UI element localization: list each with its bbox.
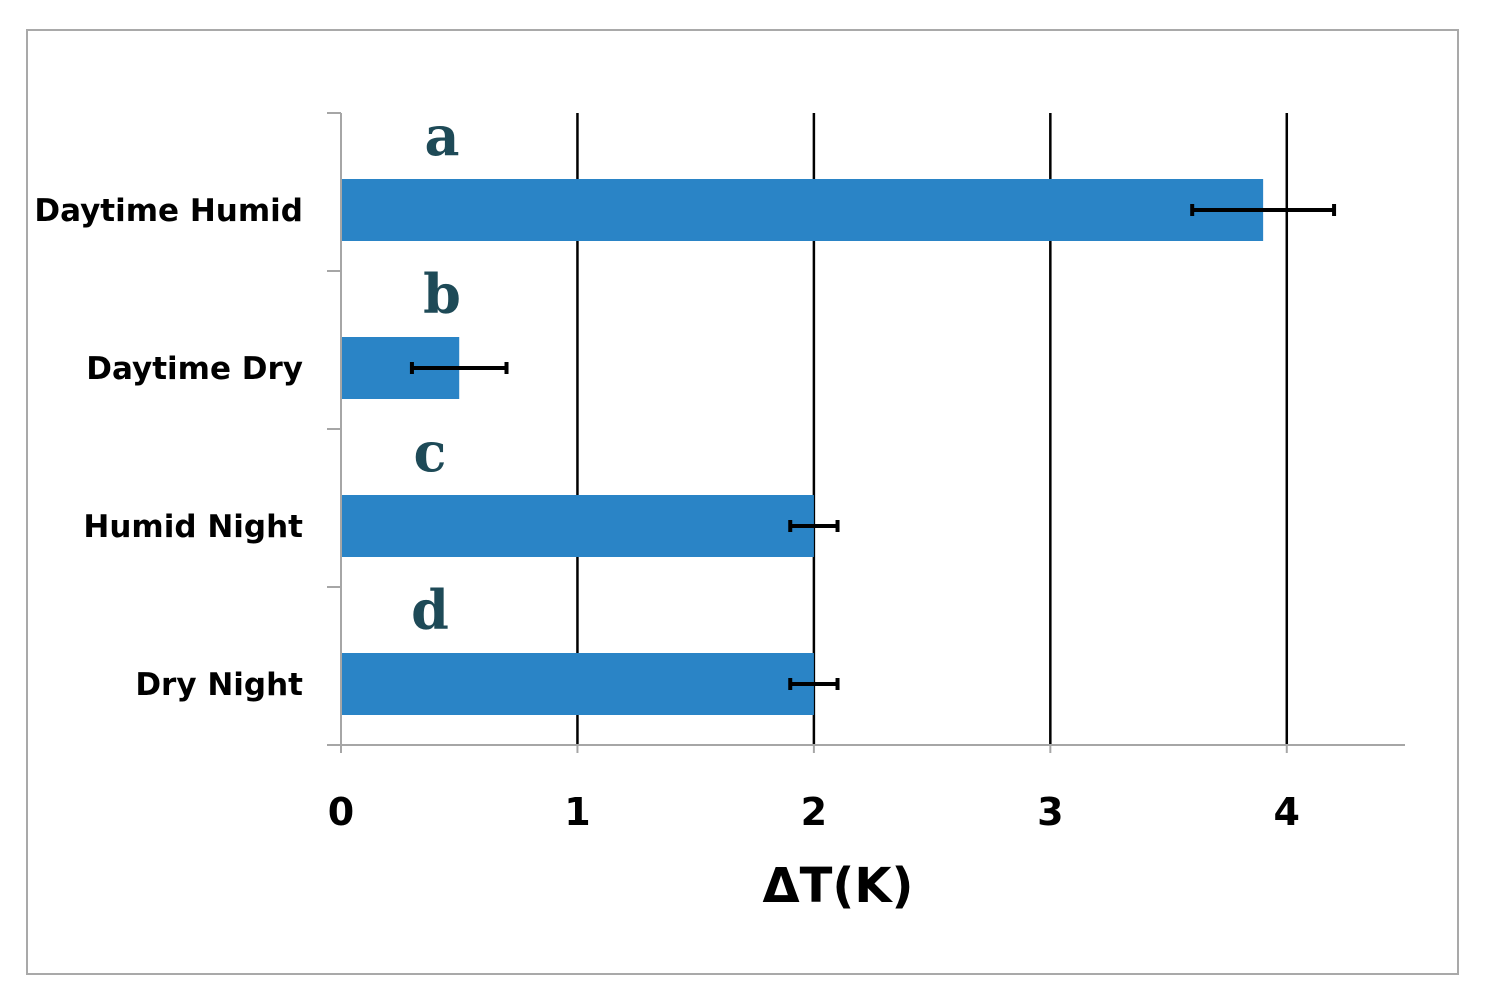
x-tick-label: 3 (1037, 790, 1063, 834)
labels: 0 1 2 3 4 Daytime Humid a Daytime Dry b Humid Nig… (34, 104, 1300, 834)
bar (341, 179, 1264, 241)
annotation-letter: b (423, 262, 461, 326)
category-label: Daytime Dry (86, 351, 303, 387)
bar (341, 653, 814, 715)
category-label: Dry Night (135, 667, 303, 703)
x-tick-label: 2 (801, 790, 827, 834)
bar (341, 495, 814, 557)
annotation-letter: a (425, 104, 460, 168)
x-tick-label: 4 (1274, 790, 1300, 834)
annotation-letter: d (411, 578, 449, 642)
annotation-letter: c (414, 420, 447, 484)
x-tick-label: 0 (328, 790, 354, 834)
error-bars (409, 204, 1337, 690)
x-axis-title: ΔT(K) (763, 858, 914, 914)
axes (327, 112, 1405, 753)
category-label: Daytime Humid (34, 193, 303, 229)
bars (341, 179, 1264, 715)
x-tick-label: 1 (564, 790, 590, 834)
category-label: Humid Night (83, 509, 303, 545)
